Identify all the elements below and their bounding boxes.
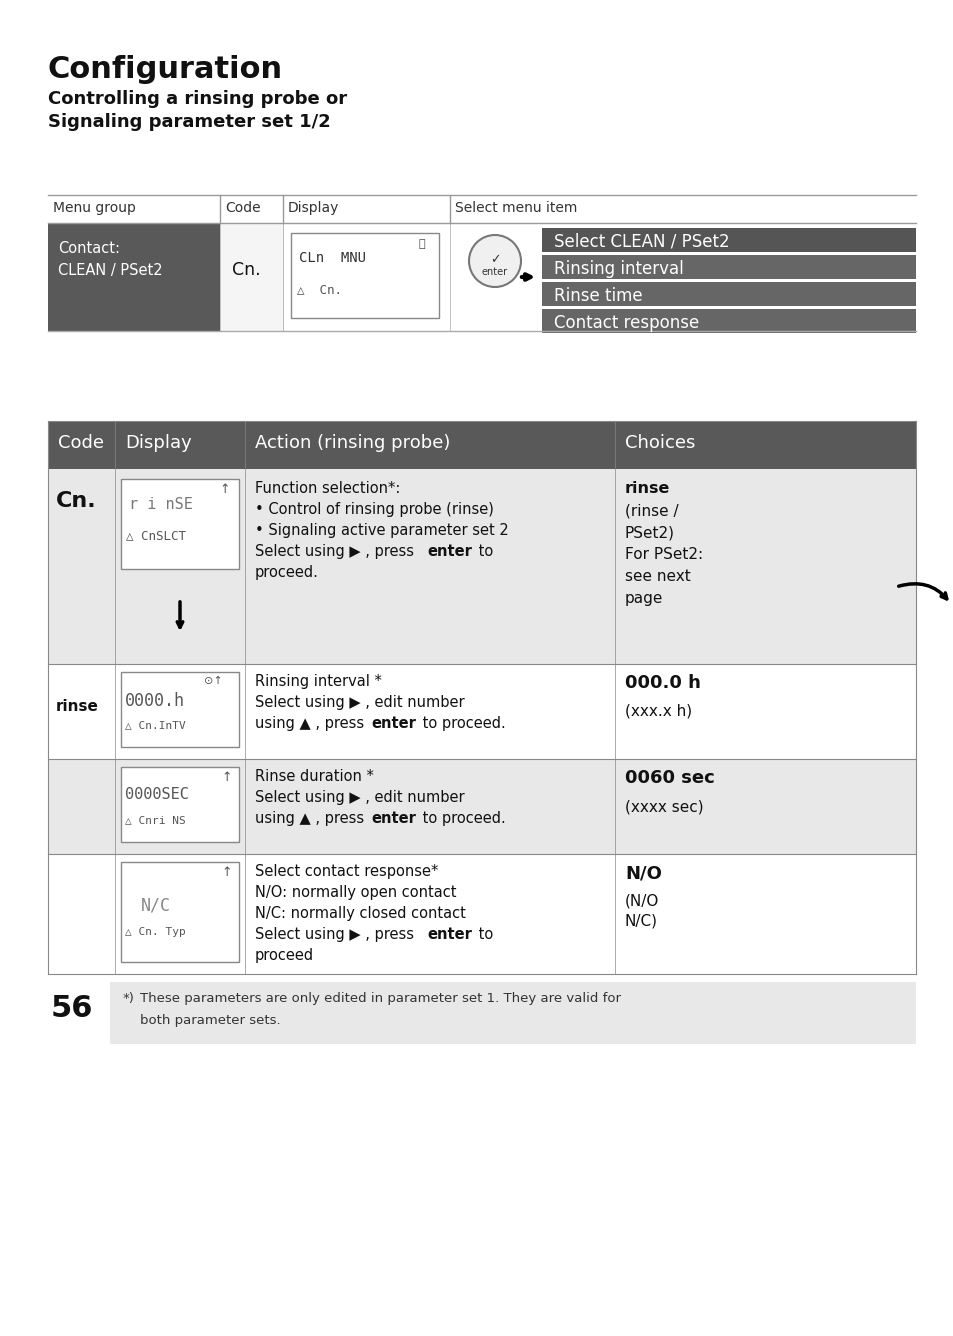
Text: r i nSE: r i nSE: [129, 497, 193, 512]
Text: ✓: ✓: [489, 253, 499, 266]
Text: to: to: [474, 544, 493, 558]
Text: (xxxx sec): (xxxx sec): [624, 799, 703, 814]
Bar: [48, 421, 915, 469]
Bar: [541, 309, 915, 333]
Text: 0000.h: 0000.h: [125, 692, 185, 709]
Text: Function selection*:: Function selection*:: [254, 481, 400, 496]
Text: N/O: normally open contact: N/O: normally open contact: [254, 884, 456, 900]
Text: Rinsing interval: Rinsing interval: [554, 261, 683, 278]
Text: Contact:: Contact:: [58, 240, 120, 257]
Text: Select using ▶ , edit number: Select using ▶ , edit number: [254, 695, 464, 709]
Text: both parameter sets.: both parameter sets.: [140, 1014, 280, 1027]
Bar: [48, 854, 915, 974]
Text: Configuration: Configuration: [48, 55, 283, 84]
Text: using ▲ , press: using ▲ , press: [254, 811, 369, 826]
Text: PSet2): PSet2): [624, 525, 675, 540]
Text: (xxx.x h): (xxx.x h): [624, 704, 691, 719]
Text: enter: enter: [481, 267, 508, 277]
Bar: [48, 223, 220, 331]
Text: (rinse /: (rinse /: [624, 502, 678, 518]
Text: to proceed.: to proceed.: [417, 716, 505, 731]
Bar: [541, 228, 915, 253]
Text: Choices: Choices: [624, 434, 695, 452]
Text: Display: Display: [125, 434, 192, 452]
Text: Display: Display: [288, 200, 339, 215]
Text: These parameters are only edited in parameter set 1. They are valid for: These parameters are only edited in para…: [140, 993, 620, 1005]
Bar: [48, 759, 915, 854]
Text: 56: 56: [51, 994, 93, 1023]
Text: ↑: ↑: [219, 484, 230, 496]
Text: N/C): N/C): [624, 914, 658, 929]
Text: enter: enter: [371, 811, 416, 826]
Text: Select menu item: Select menu item: [455, 200, 577, 215]
Text: Select CLEAN / PSet2: Select CLEAN / PSet2: [554, 232, 729, 251]
Bar: [121, 672, 239, 747]
Text: Controlling a rinsing probe or: Controlling a rinsing probe or: [48, 90, 347, 108]
Text: CLEAN / PSet2: CLEAN / PSet2: [58, 263, 162, 278]
Text: 🔧: 🔧: [418, 239, 425, 248]
Text: Select using ▶ , press: Select using ▶ , press: [254, 544, 418, 558]
Text: N/C: N/C: [141, 896, 171, 915]
Text: △ Cnri NS: △ Cnri NS: [125, 815, 186, 826]
Text: rinse: rinse: [624, 481, 670, 496]
Bar: [220, 223, 283, 331]
Bar: [283, 223, 450, 331]
Text: Contact response: Contact response: [554, 314, 699, 333]
Text: N/O: N/O: [624, 864, 661, 882]
Text: N/C: normally closed contact: N/C: normally closed contact: [254, 906, 465, 921]
Text: using ▲ , press: using ▲ , press: [254, 716, 369, 731]
Bar: [121, 862, 239, 962]
Text: Cn.: Cn.: [56, 492, 96, 510]
Text: Action (rinsing probe): Action (rinsing probe): [254, 434, 450, 452]
Bar: [121, 480, 239, 569]
Text: CLn  MNU: CLn MNU: [298, 251, 366, 265]
Text: • Control of rinsing probe (rinse): • Control of rinsing probe (rinse): [254, 502, 494, 517]
Text: ↑: ↑: [221, 866, 232, 879]
Text: (N/O: (N/O: [624, 894, 659, 908]
Text: enter: enter: [427, 544, 472, 558]
Text: Signaling parameter set 1/2: Signaling parameter set 1/2: [48, 114, 331, 131]
Text: Menu group: Menu group: [53, 200, 135, 215]
Bar: [541, 282, 915, 306]
Text: Code: Code: [58, 434, 104, 452]
Text: see next: see next: [624, 569, 690, 584]
Text: ⊙↑: ⊙↑: [204, 676, 222, 685]
Text: △  Cn.: △ Cn.: [296, 283, 341, 297]
Text: For PSet2:: For PSet2:: [624, 546, 702, 562]
Text: Cn.: Cn.: [232, 261, 260, 279]
Text: △ CnSLCT: △ CnSLCT: [126, 529, 186, 542]
Bar: [110, 982, 915, 1043]
Text: to: to: [474, 927, 493, 942]
Text: enter: enter: [371, 716, 416, 731]
Text: proceed.: proceed.: [254, 565, 318, 580]
Text: rinse: rinse: [56, 699, 99, 713]
Text: • Signaling active parameter set 2: • Signaling active parameter set 2: [254, 522, 508, 538]
Bar: [121, 767, 239, 842]
Text: Rinse duration *: Rinse duration *: [254, 770, 374, 784]
Text: Select contact response*: Select contact response*: [254, 864, 438, 879]
Text: proceed: proceed: [254, 949, 314, 963]
Bar: [48, 469, 915, 664]
Text: ↑: ↑: [221, 771, 232, 784]
Text: 0060 sec: 0060 sec: [624, 770, 714, 787]
Circle shape: [469, 235, 520, 287]
Text: Code: Code: [225, 200, 260, 215]
Text: 0000SEC: 0000SEC: [125, 787, 189, 802]
Bar: [48, 664, 915, 759]
Text: 000.0 h: 000.0 h: [624, 673, 700, 692]
Text: Select using ▶ , edit number: Select using ▶ , edit number: [254, 790, 464, 806]
Text: enter: enter: [427, 927, 472, 942]
Text: Select using ▶ , press: Select using ▶ , press: [254, 927, 418, 942]
Text: page: page: [624, 591, 662, 607]
Text: Rinsing interval *: Rinsing interval *: [254, 673, 381, 689]
Text: *): *): [123, 993, 134, 1005]
Bar: [291, 232, 438, 318]
Text: Rinse time: Rinse time: [554, 287, 642, 305]
Text: to proceed.: to proceed.: [417, 811, 505, 826]
Text: △ Cn.InTV: △ Cn.InTV: [125, 720, 186, 729]
Text: △ Cn. Typ: △ Cn. Typ: [125, 927, 186, 937]
Bar: [541, 255, 915, 279]
